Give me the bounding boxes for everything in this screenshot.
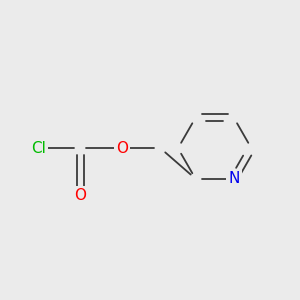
Text: Cl: Cl — [31, 141, 46, 156]
Text: N: N — [228, 171, 240, 186]
Text: O: O — [116, 141, 128, 156]
Text: O: O — [74, 188, 86, 203]
